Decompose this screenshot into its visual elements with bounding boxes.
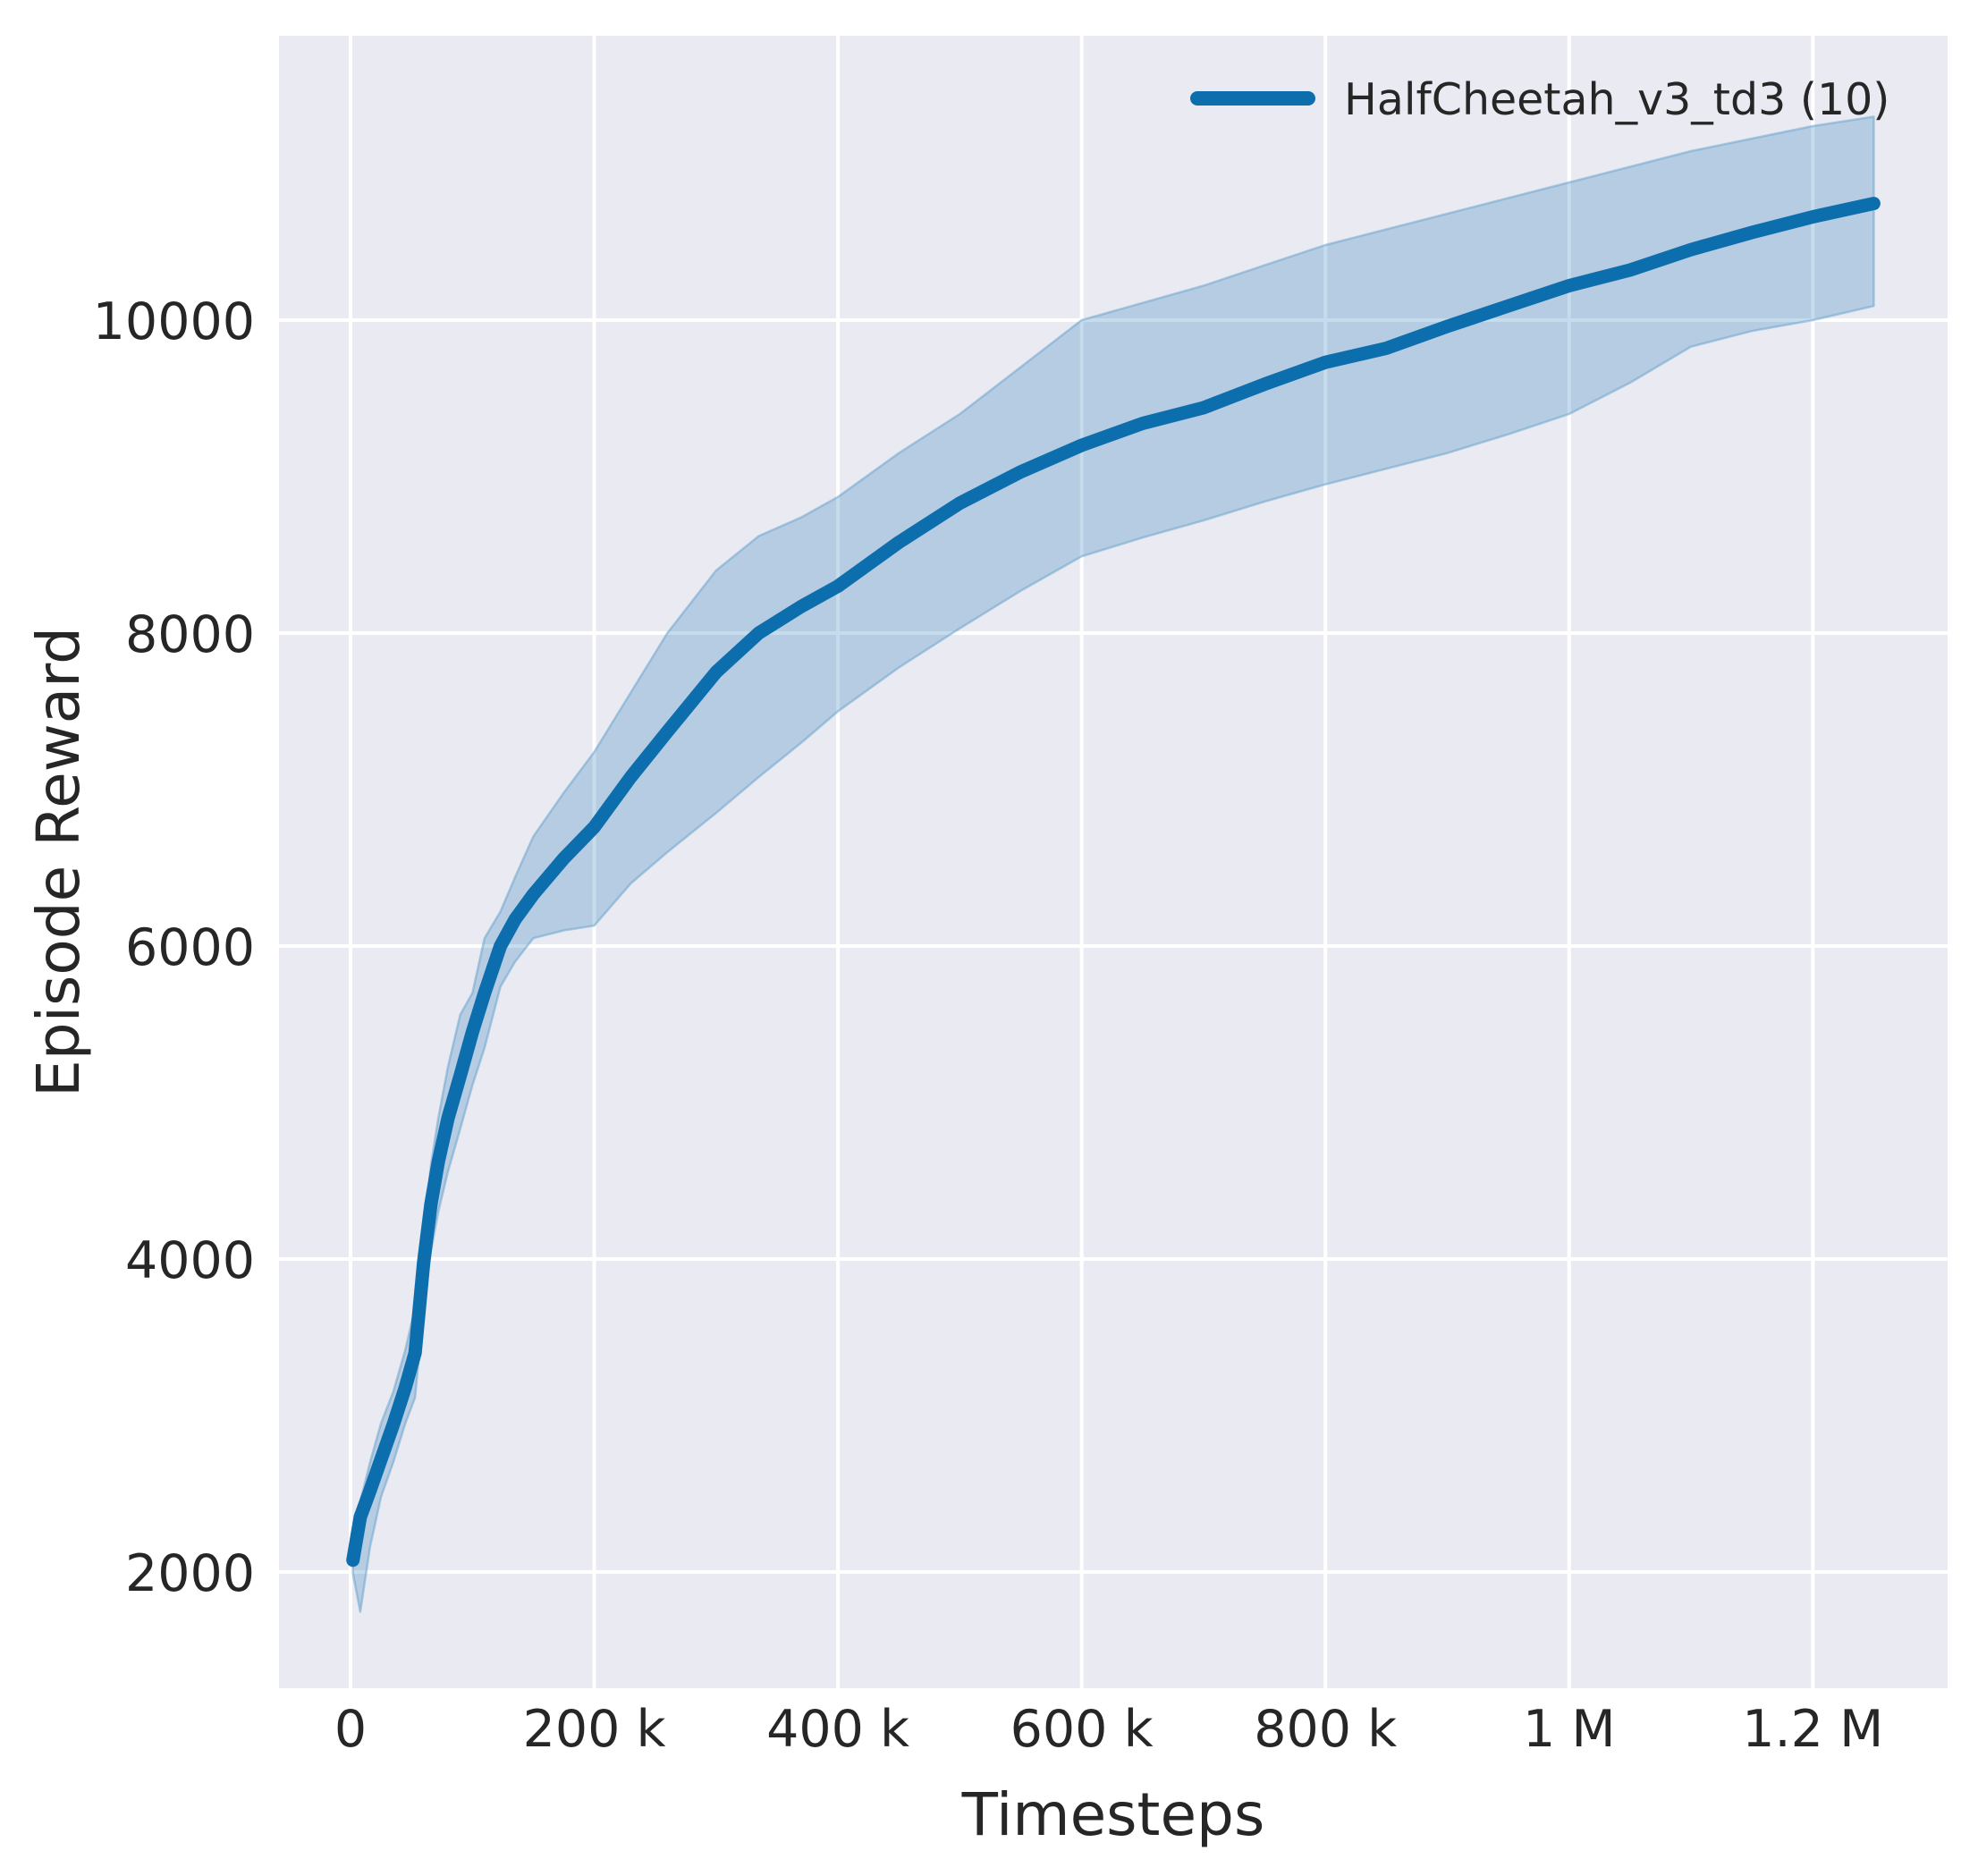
y-axis-title: Episode Reward — [24, 627, 93, 1097]
x-tick-label: 200 k — [523, 1700, 666, 1759]
legend-label: HalfCheetah_v3_td3 (10) — [1344, 74, 1889, 125]
x-axis-title: Timesteps — [961, 1780, 1265, 1849]
y-tick-label: 6000 — [125, 918, 255, 977]
mean-line — [346, 197, 1881, 1568]
y-tick-label: 4000 — [125, 1231, 255, 1290]
x-tick-label: 400 k — [766, 1700, 909, 1759]
confidence-band — [351, 115, 1875, 1613]
x-tick-label: 800 k — [1254, 1700, 1397, 1759]
tick-labels: 0 200 k 400 k 600 k 800 k 1 M 1.2 M 2000 4000 600… — [93, 292, 1884, 1759]
y-tick-label: 10000 — [93, 292, 255, 351]
x-tick-label: 600 k — [1010, 1700, 1154, 1759]
grid — [279, 36, 1948, 1688]
y-tick-label: 2000 — [125, 1544, 255, 1603]
x-tick-label: 0 — [334, 1700, 367, 1759]
y-tick-label: 8000 — [125, 605, 255, 664]
legend: HalfCheetah_v3_td3 (10) — [1190, 74, 1889, 125]
x-tick-label: 1.2 M — [1742, 1700, 1883, 1759]
x-tick-label: 1 M — [1523, 1700, 1616, 1759]
